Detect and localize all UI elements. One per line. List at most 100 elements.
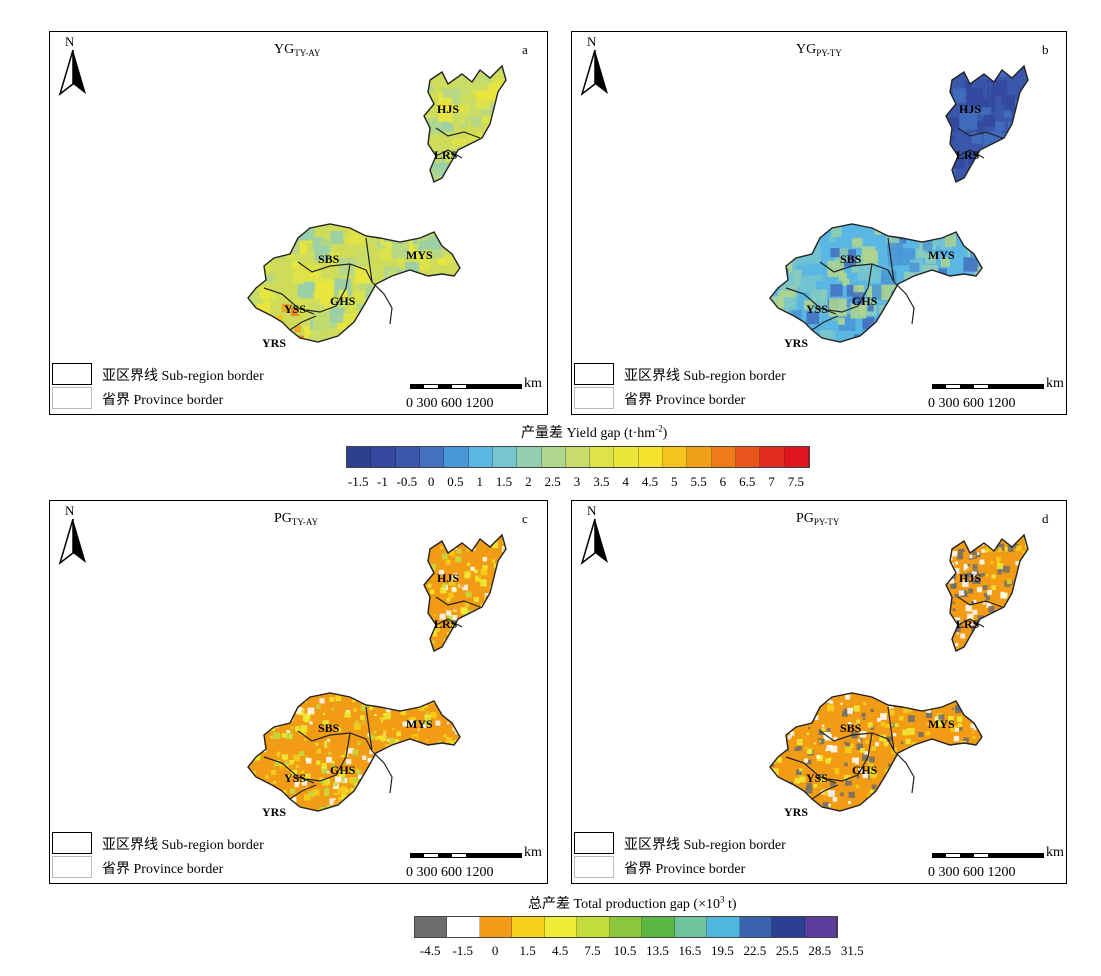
subregion-label-lrs: LRS <box>956 148 980 162</box>
colorbar-tick-label: 4 <box>622 474 629 489</box>
colorbar-swatch <box>419 447 445 467</box>
north-arrow-icon <box>580 49 608 97</box>
colorbar-swatch <box>642 917 675 937</box>
colorbar-swatch <box>468 447 493 467</box>
province-border-label: 省界 Province border <box>624 393 746 408</box>
colorbar-tick-label: 7 <box>768 474 775 489</box>
map-panel-a: N YGTY-AY a 亚区界线 Sub-region border 省界 Pr… <box>49 31 548 415</box>
yield-colorbar-ticks: -1.5 -1 -0.5 0 0.5 1 1.5 2 2.5 3 3.5 4 4.5 5 5.5 6 6.5 7 7… <box>346 474 808 490</box>
colorbar-tick-label: 0 <box>427 474 435 489</box>
colorbar-swatch <box>674 917 708 937</box>
subregion-label-ghs: GHS <box>852 294 878 308</box>
subregion-label-yrs: YRS <box>784 336 809 350</box>
subregion-label-sbs: SBS <box>840 721 862 735</box>
colorbar-swatch <box>447 917 480 937</box>
colorbar-swatch <box>517 447 542 467</box>
subregion-label-lrs: LRS <box>434 617 458 631</box>
colorbar-tick-label: 0.5 <box>447 474 464 489</box>
subregion-border-swatch <box>52 363 92 385</box>
north-arrow: N <box>56 503 90 567</box>
yield-colorbar <box>346 446 810 468</box>
province-border-label: 省界 Province border <box>102 393 224 408</box>
map-panel-c: N PGTY-AY c 亚区界线 Sub-region border 省界 Pr… <box>49 500 548 884</box>
colorbar-swatch <box>371 447 396 467</box>
subregion-label-hjs: HJS <box>437 571 460 585</box>
colorbar-swatch <box>395 447 420 467</box>
colorbar-tick-label: -0.5 <box>396 474 418 489</box>
subregion-label-sbs: SBS <box>840 252 862 266</box>
colorbar-swatch <box>711 447 736 467</box>
north-arrow: N <box>578 34 612 98</box>
map-panel-b: N YGPY-TY b 亚区界线 Sub-region border 省界 Pr… <box>571 31 1067 415</box>
subregion-label-sbs: SBS <box>318 721 340 735</box>
panel-title: YGTY-AY <box>274 42 321 58</box>
colorbar-tick-label: 1 <box>476 474 483 489</box>
subregion-label-yss: YSS <box>284 302 307 316</box>
colorbar-swatch <box>784 447 809 467</box>
subregion-label-yrs: YRS <box>784 805 809 819</box>
province-border-label: 省界 Province border <box>102 862 224 877</box>
northeast-region-shape <box>424 535 506 651</box>
colorbar-swatch <box>492 447 518 467</box>
subregion-label-yrs: YRS <box>262 336 287 350</box>
colorbar-tick-label: 4.5 <box>641 474 659 489</box>
panel-letter: d <box>1042 511 1049 526</box>
region-map <box>769 64 1029 343</box>
colorbar-swatch <box>736 447 761 467</box>
colorbar-tick-label: 4.5 <box>551 943 569 958</box>
province-border-swatch <box>574 387 614 409</box>
colorbar-swatch <box>347 447 372 467</box>
colorbar-swatch <box>772 917 805 937</box>
colorbar-swatch <box>444 447 469 467</box>
colorbar-swatch <box>760 447 785 467</box>
colorbar-tick-label: 2.5 <box>544 474 561 489</box>
north-arrow: N <box>56 34 90 98</box>
subregion-label-ghs: GHS <box>852 763 878 777</box>
scale-bar: km <box>410 845 547 869</box>
panel-title: YGPY-TY <box>796 42 842 58</box>
colorbar-swatch <box>479 917 513 937</box>
production-colorbar <box>414 916 838 938</box>
province-border-swatch <box>574 856 614 878</box>
subregion-label-hjs: HJS <box>959 571 982 585</box>
colorbar-tick-label: 31.5 <box>840 943 864 958</box>
colorbar-swatch <box>577 917 610 937</box>
map-panel-d: N PGPY-TY d 亚区界线 Sub-region border 省界 Pr… <box>571 500 1067 884</box>
subregion-label-yrs: YRS <box>262 805 287 819</box>
subregion-label-yss: YSS <box>806 771 829 785</box>
scale-bar: km <box>932 376 1066 400</box>
colorbar-swatch <box>739 917 773 937</box>
colorbar-tick-label: 3.5 <box>593 474 610 489</box>
subregion-label-hjs: HJS <box>959 102 982 116</box>
subregion-label-yss: YSS <box>806 302 829 316</box>
subregion-label-hjs: HJS <box>437 102 460 116</box>
subregion-label-mys: MYS <box>406 248 433 262</box>
colorbar-tick-label: 6 <box>719 474 727 489</box>
colorbar-tick-label: 22.5 <box>743 943 767 958</box>
colorbar-swatch <box>707 917 740 937</box>
colorbar-tick-label: -1.5 <box>452 943 473 958</box>
colorbar-tick-label: 10.5 <box>613 943 637 958</box>
north-arrow-icon <box>58 518 86 566</box>
production-colorbar-title: 总产差 Total production gap (×103 t) <box>528 894 737 912</box>
colorbar-tick-label: 1.5 <box>495 474 513 489</box>
subregion-label-lrs: LRS <box>956 617 980 631</box>
colorbar-swatch <box>415 917 448 937</box>
colorbar-tick-label: 5 <box>671 474 678 489</box>
colorbar-swatch <box>638 447 664 467</box>
province-border-label: 省界 Province border <box>624 862 746 877</box>
subregion-label-yss: YSS <box>284 771 307 785</box>
panel-letter: a <box>522 42 528 57</box>
colorbar-swatch <box>614 447 639 467</box>
colorbar-tick-label: 5.5 <box>690 474 707 489</box>
north-arrow-icon <box>58 49 86 97</box>
colorbar-tick-label: 7.5 <box>584 943 601 958</box>
subregion-border-label: 亚区界线 Sub-region border <box>624 838 786 853</box>
colorbar-swatch <box>804 917 838 937</box>
province-border-swatch <box>52 387 92 409</box>
scale-bar: km <box>932 845 1066 869</box>
colorbar-tick-label: 25.5 <box>775 943 799 958</box>
colorbar-swatch <box>541 447 566 467</box>
subregion-label-mys: MYS <box>928 248 955 262</box>
colorbar-tick-label: 2 <box>525 474 532 489</box>
